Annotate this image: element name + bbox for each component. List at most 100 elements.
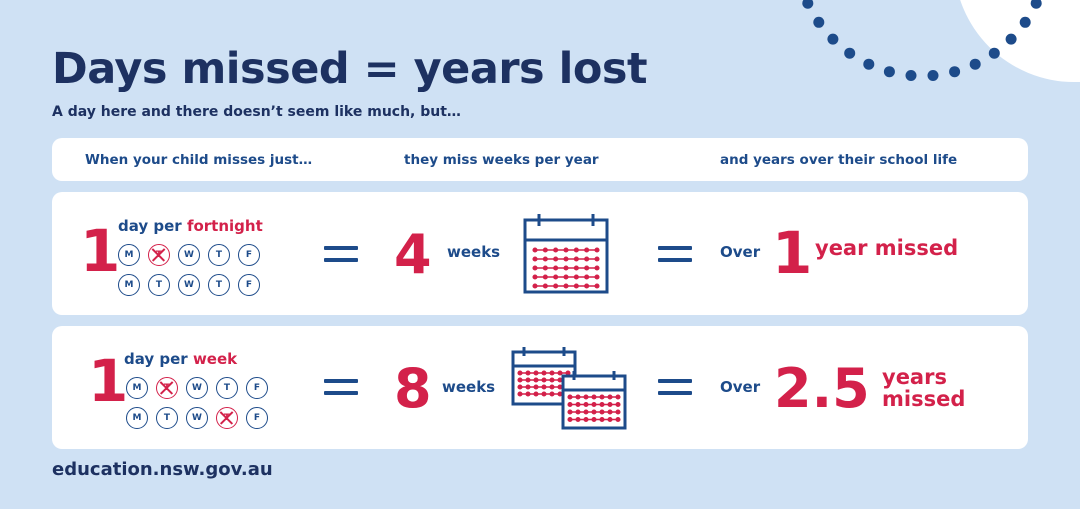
calendar-grid-dot	[607, 401, 613, 408]
calendar-grid-dot	[532, 274, 538, 280]
header-missed-days: When your child misses just…	[85, 152, 313, 168]
calendar-grid-dot	[573, 265, 579, 271]
calendar-grid-dot	[594, 283, 600, 289]
day-icon: W	[178, 244, 200, 266]
label-prefix: day per	[118, 217, 187, 235]
label-highlight: fortnight	[186, 217, 263, 235]
years-number: 2.5	[774, 357, 870, 420]
calendar-grid-dot	[517, 391, 523, 397]
missed-day-icon: T	[148, 244, 170, 266]
day-icon: M	[126, 377, 148, 399]
weeks-label: weeks	[442, 378, 496, 396]
day-icon: F	[238, 244, 260, 266]
row-fortnight: 1 day per fortnight M T W T F M T W T F …	[52, 192, 1028, 315]
days-number: 1	[80, 217, 121, 285]
two-calendars-icon	[511, 347, 627, 430]
weeks-label: weeks	[447, 243, 501, 261]
calendar-grid-dot	[557, 391, 563, 397]
calendar-grid-dot	[575, 416, 581, 423]
calendar-grid-dot	[599, 409, 605, 415]
calendar-grid-dot	[532, 265, 538, 271]
calendar-grid-dot	[575, 409, 581, 415]
calendar-grid-dot	[517, 384, 523, 390]
calendar-grid-dot	[591, 416, 597, 423]
calendar-grid-dot	[567, 401, 573, 408]
calendar-grid-dot	[567, 416, 573, 423]
header-weeks-per-year: they miss weeks per year	[404, 152, 599, 168]
calendar-grid-dot	[557, 377, 563, 383]
header-years-school-life: and years over their school life	[720, 152, 958, 168]
missed-day-icon: T	[156, 377, 178, 399]
decorative-dot	[927, 70, 939, 81]
day-icon: M	[126, 407, 148, 429]
calendar-grid-dot	[542, 283, 548, 289]
calendar-grid-dot	[541, 370, 547, 376]
decorative-dot	[905, 70, 917, 81]
day-icon: W	[178, 274, 200, 296]
label-highlight: week	[192, 350, 238, 368]
calendar-grid-dot	[541, 391, 547, 397]
calendar-grid-dot	[575, 401, 581, 408]
calendar-grid-dot	[563, 256, 569, 262]
calendar-grid-dot	[599, 416, 605, 423]
calendar-grid-dot	[607, 409, 613, 415]
decorative-dot	[1019, 16, 1031, 28]
calendar-grid-dot	[517, 377, 523, 383]
calendar-grid-dot	[584, 283, 590, 289]
calendar-grid-dot	[563, 247, 569, 253]
week-row: M T W T F	[118, 244, 260, 266]
years-number: 1	[772, 219, 813, 287]
calendar-grid-dot	[565, 370, 571, 376]
decorative-dots	[802, 0, 1042, 81]
calendar-grid-dot	[573, 247, 579, 253]
calendar-grid-dot	[615, 409, 621, 415]
calendar-grid-dot	[591, 409, 597, 415]
calendar-grid-dot	[594, 265, 600, 271]
day-icon: T	[208, 274, 230, 296]
calendar-grid-dot	[594, 274, 600, 280]
calendar-grid-dot	[541, 377, 547, 383]
calendar-grid-dot	[525, 370, 531, 376]
decorative-dot	[863, 58, 875, 70]
over-label: Over	[720, 378, 761, 396]
calendar-grid-dot	[615, 394, 621, 400]
day-icon: W	[186, 377, 208, 399]
missed-day-icon: T	[216, 407, 238, 429]
years-label: year missed	[815, 236, 959, 260]
footer-url[interactable]: education.nsw.gov.au	[52, 459, 273, 480]
calendar-grid-dot	[567, 409, 573, 415]
day-icon: F	[246, 377, 268, 399]
calendar-grid-dot	[594, 256, 600, 262]
calendar-grid-dot	[533, 384, 539, 390]
day-icon: T	[208, 244, 230, 266]
column-headers: When your child misses just… they miss w…	[52, 138, 1028, 181]
calendar-grid-dot	[567, 394, 573, 400]
weekday-grid: M T W T F M T W T F	[126, 377, 268, 437]
equals-icon	[324, 246, 358, 262]
calendar-grid-dot	[525, 391, 531, 397]
calendar-grid-dot	[525, 377, 531, 383]
decorative-dot	[802, 0, 814, 9]
decorative-dot	[949, 66, 961, 78]
week-row: M T W T F	[126, 407, 268, 429]
decorative-dot	[883, 66, 895, 78]
calendar-grid-dot	[583, 416, 589, 423]
calendar-grid-dot	[584, 274, 590, 280]
calendar-grid-dot	[549, 391, 555, 397]
calendar-grid-dot	[553, 247, 559, 253]
calendar-grid-dot	[533, 370, 539, 376]
decorative-dot	[813, 16, 825, 28]
week-row: M T W T F	[126, 377, 268, 399]
equals-icon	[658, 246, 692, 262]
day-icon: M	[118, 274, 140, 296]
page-title: Days missed = years lost	[52, 44, 648, 94]
years-label: years missed	[882, 366, 965, 410]
calendar-grid-dot	[607, 416, 613, 423]
calendar-grid-dot	[615, 416, 621, 423]
calendar-grid-dot	[615, 401, 621, 408]
calendar-grid-dot	[525, 384, 531, 390]
calendar-grid-dot	[542, 274, 548, 280]
calendar-grid-dot	[599, 401, 605, 408]
decorative-dot	[1030, 0, 1042, 9]
week-row: M T W T F	[118, 274, 260, 296]
